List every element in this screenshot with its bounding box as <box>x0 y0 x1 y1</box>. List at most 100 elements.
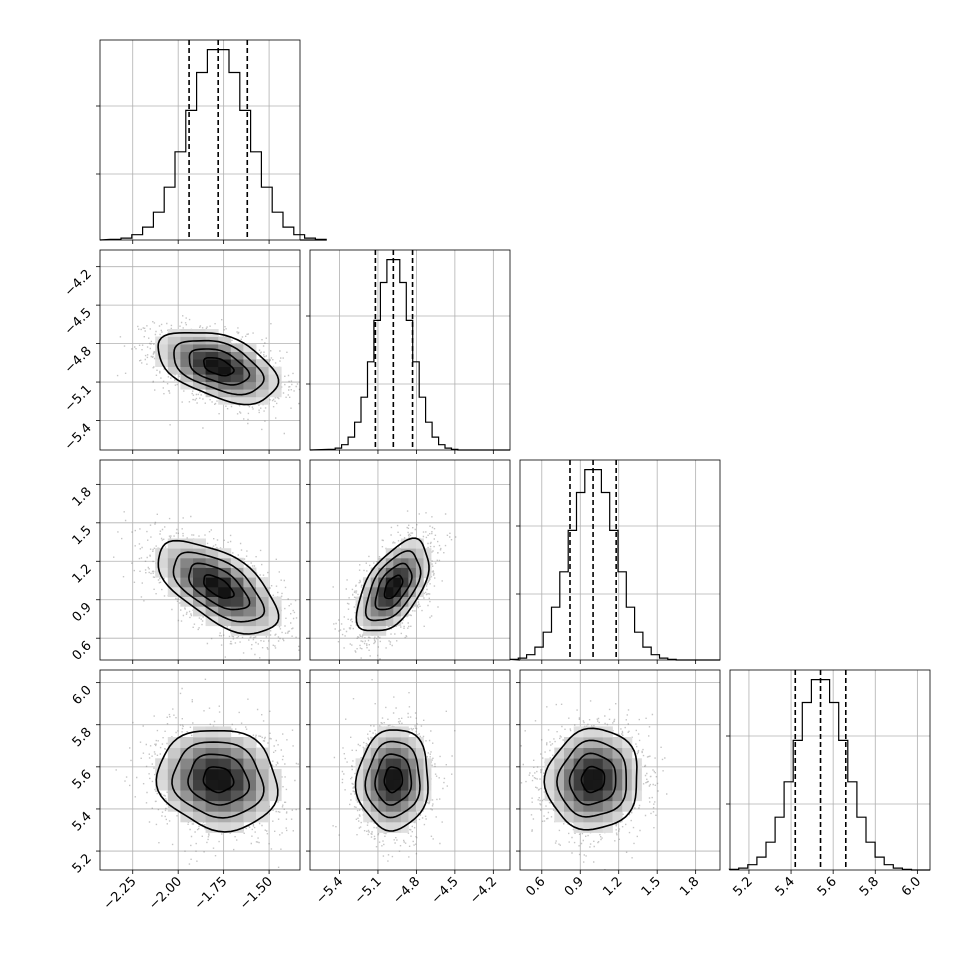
density-cell <box>378 557 387 568</box>
contour-level-1 <box>187 753 250 806</box>
scatter-panel-3-1 <box>309 669 511 871</box>
density-cell <box>378 747 387 759</box>
density-cell <box>370 758 379 770</box>
density-cell <box>378 596 387 607</box>
density-cell <box>355 779 364 791</box>
density-cell <box>554 779 565 791</box>
density-cell <box>218 351 232 360</box>
density-cell <box>573 779 584 791</box>
density-cell <box>378 606 387 617</box>
density-cell <box>400 800 409 812</box>
density-cell <box>243 567 257 578</box>
density-cell <box>205 758 219 770</box>
density-cell <box>583 737 594 748</box>
density-cell <box>243 359 257 367</box>
density-cell <box>205 821 219 833</box>
x-tick-label: −2.25 <box>101 874 140 913</box>
density-cell <box>363 779 372 791</box>
density-cell <box>385 616 394 627</box>
x-tick-label: 5.6 <box>815 874 840 899</box>
density-cell <box>193 577 206 588</box>
density-cell <box>193 779 206 791</box>
density-cell <box>155 557 169 568</box>
density-cell <box>612 747 623 759</box>
density-cell <box>378 586 387 597</box>
density-cell <box>564 811 575 823</box>
density-cell <box>400 737 409 748</box>
density-cell <box>400 779 409 791</box>
density-cell <box>193 811 206 823</box>
density-cell <box>602 758 613 770</box>
density-cell <box>400 768 409 780</box>
density-cell <box>378 567 387 578</box>
density-cell <box>268 768 282 780</box>
density-cell <box>155 344 169 352</box>
density-cell <box>400 596 409 607</box>
density-cell <box>423 548 432 559</box>
density-cell <box>193 366 206 375</box>
density-cell <box>593 747 604 759</box>
x-tick-label: 0.6 <box>523 874 548 899</box>
density-cell <box>564 758 575 770</box>
density-cell <box>230 351 244 360</box>
density-cell <box>378 779 387 791</box>
density-cell <box>193 768 206 780</box>
density-cell <box>180 336 194 345</box>
density-cell <box>593 726 604 738</box>
density-cell <box>631 790 642 802</box>
density-cell <box>564 737 575 748</box>
density-cell <box>256 389 269 398</box>
density-cell <box>564 779 575 791</box>
density-cell <box>218 606 232 617</box>
contour-level-2 <box>173 339 265 396</box>
x-tick-label: 6.0 <box>899 874 924 899</box>
density-cell <box>167 758 181 770</box>
density-cell <box>400 758 409 770</box>
density-cell <box>415 747 424 759</box>
hist-panel-1 <box>306 249 511 451</box>
density-cell <box>218 336 232 345</box>
density-cell <box>180 800 194 812</box>
density-cell <box>205 557 219 568</box>
density-cell <box>205 389 219 398</box>
y-tick-label: −4.8 <box>62 344 95 377</box>
density-cell <box>370 737 379 748</box>
density-cell <box>593 758 604 770</box>
x-tick-label: 5.4 <box>773 874 798 899</box>
density-cell <box>602 768 613 780</box>
density-cell <box>385 726 394 738</box>
density-cell <box>218 557 232 568</box>
density-cell <box>415 577 424 588</box>
contour-level-1 <box>188 348 251 386</box>
density-cell <box>415 737 424 748</box>
density-cell <box>363 811 372 823</box>
density-cell <box>205 577 219 588</box>
density-cell <box>256 374 269 383</box>
contour-level-0 <box>383 574 404 600</box>
density-cell <box>612 811 623 823</box>
density-cell <box>180 538 194 549</box>
density-cell <box>205 790 219 802</box>
density-cell <box>583 779 594 791</box>
density-cell <box>205 366 219 375</box>
density-cell <box>400 567 409 578</box>
density-cell <box>167 747 181 759</box>
contour-level-0 <box>202 766 235 794</box>
density-cell <box>218 359 232 367</box>
density-cell <box>622 768 633 780</box>
density-cell <box>612 779 623 791</box>
density-cell <box>193 374 206 383</box>
density-cell <box>573 790 584 802</box>
density-cell <box>243 747 257 759</box>
density-cell <box>155 768 169 780</box>
y-tick-label: 1.8 <box>70 485 95 510</box>
density-cell <box>408 779 417 791</box>
density-cell <box>400 606 409 617</box>
density-cell <box>193 344 206 352</box>
density-cell <box>155 548 169 559</box>
density-cell <box>363 586 372 597</box>
density-cell <box>622 758 633 770</box>
density-cell <box>400 538 409 549</box>
density-cell <box>385 567 394 578</box>
density-cell <box>180 344 194 352</box>
